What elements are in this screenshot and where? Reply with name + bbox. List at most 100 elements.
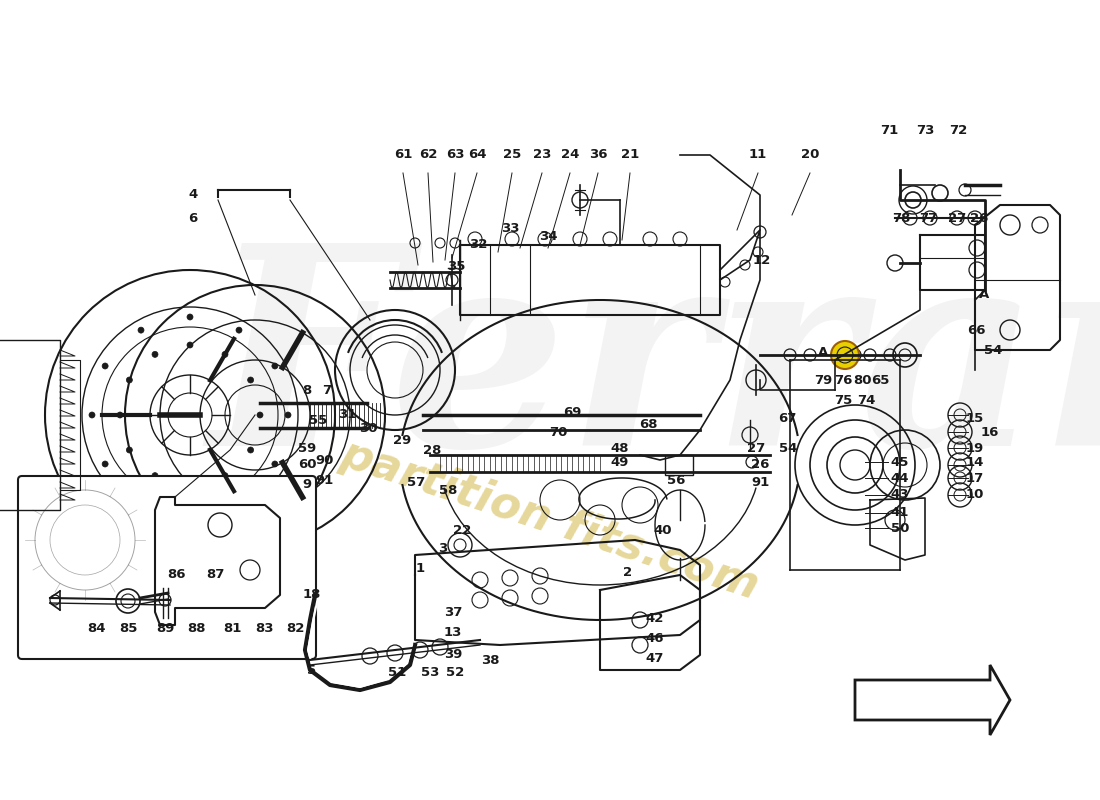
- Text: 23: 23: [532, 149, 551, 162]
- Text: 44: 44: [891, 471, 910, 485]
- Text: 77: 77: [918, 211, 937, 225]
- FancyBboxPatch shape: [18, 476, 316, 659]
- Text: 39: 39: [443, 649, 462, 662]
- Text: 37: 37: [443, 606, 462, 618]
- Text: 38: 38: [481, 654, 499, 666]
- Text: 47: 47: [646, 651, 664, 665]
- Text: 52: 52: [446, 666, 464, 678]
- Text: 9: 9: [302, 478, 311, 491]
- Circle shape: [126, 447, 132, 453]
- Text: 2: 2: [624, 566, 632, 578]
- Circle shape: [285, 412, 292, 418]
- Circle shape: [236, 327, 242, 333]
- Text: 75: 75: [834, 394, 852, 406]
- Text: 34: 34: [539, 230, 558, 242]
- Text: Ferrari: Ferrari: [208, 235, 1100, 505]
- Text: 67: 67: [778, 411, 796, 425]
- Text: 26: 26: [970, 211, 988, 225]
- Text: 11: 11: [749, 149, 767, 162]
- Text: 22: 22: [453, 523, 471, 537]
- Circle shape: [187, 342, 192, 348]
- Text: 65: 65: [871, 374, 889, 386]
- Circle shape: [152, 351, 158, 358]
- Circle shape: [272, 461, 278, 467]
- Text: 36: 36: [588, 149, 607, 162]
- Text: 6: 6: [188, 211, 198, 225]
- Text: 5: 5: [307, 663, 317, 677]
- Text: 15: 15: [966, 411, 984, 425]
- Text: partition fits.com: partition fits.com: [336, 432, 764, 608]
- Text: A: A: [979, 289, 989, 302]
- Text: 79: 79: [814, 374, 832, 386]
- Text: 10: 10: [966, 489, 984, 502]
- Text: 40: 40: [653, 523, 672, 537]
- Text: 54: 54: [779, 442, 798, 454]
- Text: 41: 41: [891, 506, 910, 519]
- Text: 73: 73: [916, 123, 934, 137]
- Text: 24: 24: [561, 149, 580, 162]
- Circle shape: [138, 327, 144, 333]
- Text: 53: 53: [421, 666, 439, 678]
- Text: 51: 51: [388, 666, 406, 678]
- Text: 80: 80: [852, 374, 871, 386]
- Text: 84: 84: [88, 622, 107, 634]
- Circle shape: [138, 497, 144, 503]
- Text: 60: 60: [298, 458, 317, 471]
- Text: 57: 57: [407, 477, 425, 490]
- Text: 19: 19: [966, 442, 984, 454]
- Text: 81: 81: [223, 622, 241, 634]
- Text: 16: 16: [981, 426, 999, 438]
- Text: 90: 90: [316, 454, 334, 466]
- Text: 69: 69: [563, 406, 581, 419]
- Text: 89: 89: [156, 622, 174, 634]
- Text: 45: 45: [891, 455, 910, 469]
- Text: 82: 82: [286, 622, 305, 634]
- Circle shape: [830, 341, 859, 369]
- Circle shape: [89, 412, 95, 418]
- Circle shape: [257, 412, 263, 418]
- Text: 59: 59: [298, 442, 316, 454]
- Circle shape: [222, 351, 228, 358]
- Circle shape: [248, 447, 254, 453]
- Text: 46: 46: [646, 631, 664, 645]
- Text: 68: 68: [639, 418, 658, 431]
- Polygon shape: [855, 665, 1010, 735]
- Text: 7: 7: [322, 383, 331, 397]
- Text: 30: 30: [359, 422, 377, 434]
- Circle shape: [248, 377, 254, 383]
- Text: 43: 43: [891, 489, 910, 502]
- Text: 72: 72: [949, 123, 967, 137]
- Text: 14: 14: [966, 457, 984, 470]
- Circle shape: [222, 473, 228, 478]
- Circle shape: [272, 363, 278, 369]
- Text: 78: 78: [892, 211, 910, 225]
- Circle shape: [152, 473, 158, 478]
- Circle shape: [126, 377, 132, 383]
- Text: 76: 76: [834, 374, 852, 386]
- Text: 20: 20: [801, 149, 820, 162]
- Text: A: A: [818, 346, 828, 358]
- Text: 66: 66: [967, 323, 986, 337]
- Text: 13: 13: [443, 626, 462, 639]
- Text: 91: 91: [316, 474, 334, 486]
- Text: 54: 54: [983, 343, 1002, 357]
- Circle shape: [102, 461, 108, 467]
- Circle shape: [102, 363, 108, 369]
- Text: 21: 21: [620, 149, 639, 162]
- Text: 63: 63: [446, 149, 464, 162]
- Text: 62: 62: [419, 149, 437, 162]
- Circle shape: [187, 482, 192, 488]
- Text: 50: 50: [891, 522, 910, 534]
- Text: 87: 87: [206, 569, 224, 582]
- Text: 91: 91: [751, 475, 769, 489]
- Text: 49: 49: [610, 457, 629, 470]
- Circle shape: [236, 497, 242, 503]
- Text: 61: 61: [394, 149, 412, 162]
- Text: 64: 64: [468, 149, 486, 162]
- Text: 85: 85: [119, 622, 138, 634]
- Text: 31: 31: [338, 409, 356, 422]
- Circle shape: [837, 347, 852, 363]
- Text: 25: 25: [503, 149, 521, 162]
- Text: 83: 83: [255, 622, 274, 634]
- Text: 86: 86: [167, 569, 186, 582]
